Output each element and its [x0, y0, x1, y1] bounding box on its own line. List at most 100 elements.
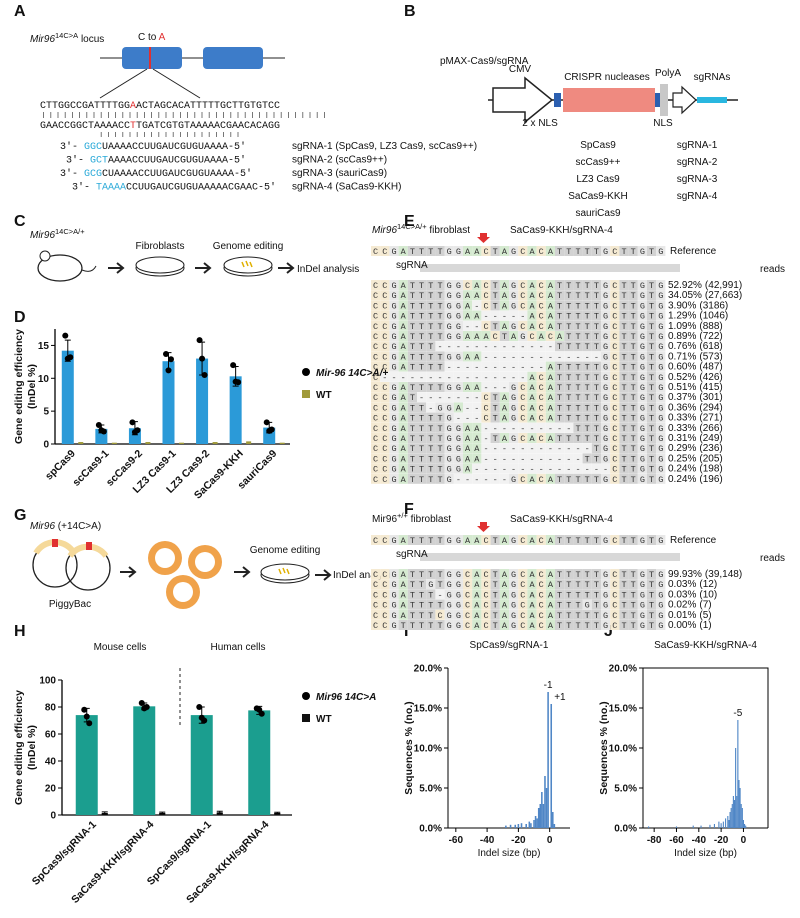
arrow [195, 262, 212, 274]
base: A [401, 363, 407, 373]
base: T [631, 475, 636, 485]
base: - [502, 352, 507, 362]
base-cell [518, 361, 528, 372]
base: G [658, 342, 663, 352]
base: A [401, 403, 407, 413]
data-point [235, 379, 242, 386]
base: A [465, 383, 471, 393]
base: C [612, 301, 617, 311]
base-cell [509, 569, 519, 579]
base-cell [582, 609, 592, 620]
base: T [566, 247, 571, 257]
base-cell [564, 341, 574, 352]
base-cell [472, 280, 482, 290]
base-cell [527, 331, 537, 341]
base: T [621, 444, 626, 454]
base: C [612, 475, 617, 485]
base: G [391, 332, 396, 342]
step-label: Genome editing [213, 241, 284, 252]
base: G [391, 247, 396, 257]
nls-box [655, 93, 660, 107]
base: T [566, 403, 571, 413]
base: T [493, 393, 498, 403]
base: A [529, 247, 535, 257]
base: C [373, 465, 378, 475]
base-cell [417, 609, 427, 620]
base-cell [389, 412, 399, 423]
base-cell [472, 453, 482, 464]
base: T [557, 601, 562, 611]
base: T [493, 414, 498, 424]
base-cell [398, 463, 408, 474]
bar [196, 358, 209, 444]
base-cell [463, 453, 473, 464]
base: T [419, 403, 424, 413]
base-cell [389, 392, 399, 403]
base-cell [582, 300, 592, 311]
base: T [649, 611, 654, 621]
base: T [594, 434, 599, 444]
base: T [575, 611, 580, 621]
base: T [437, 580, 442, 590]
base-cell [453, 599, 463, 610]
base-cell [610, 382, 620, 392]
base: T [428, 570, 433, 580]
base: C [539, 393, 544, 403]
base: C [520, 434, 525, 444]
base: A [529, 281, 535, 291]
sgrna-name: sgRNA-1 [677, 140, 718, 151]
base-cell [601, 402, 611, 413]
base-cell [564, 280, 574, 290]
base: G [603, 536, 608, 546]
base-cell [619, 392, 629, 403]
base: A [502, 301, 508, 311]
base-cell [407, 609, 417, 620]
base: G [456, 301, 461, 311]
base-cell [628, 412, 638, 423]
base: C [612, 281, 617, 291]
base: T [566, 601, 571, 611]
base: A [548, 403, 554, 413]
base-cell [444, 382, 454, 392]
base-cell [444, 609, 454, 620]
panel-letter: A [14, 3, 26, 20]
base: C [539, 373, 544, 383]
base-cell [656, 246, 666, 256]
base: A [502, 414, 508, 424]
base-cell [527, 392, 537, 403]
sgrna-sequence-part: TAAAA [96, 183, 126, 194]
base-cell [619, 569, 629, 579]
base-cell [389, 569, 399, 579]
base-cell [371, 412, 381, 423]
read-count-part: 0.01% [668, 610, 696, 621]
base: C [373, 312, 378, 322]
base: - [474, 465, 479, 475]
base: C [539, 570, 544, 580]
base: C [373, 332, 378, 342]
base: C [373, 570, 378, 580]
base: A [548, 281, 554, 291]
base: T [419, 590, 424, 600]
base-cell [601, 280, 611, 290]
base-cell [573, 620, 583, 630]
base: C [373, 414, 378, 424]
base: G [456, 570, 461, 580]
sgrna-sequence: 3'- GCGCUAAAACCUUGAUCGUGUAAAA-5' [60, 168, 252, 180]
base: G [391, 475, 396, 485]
base: T [557, 342, 562, 352]
histogram-bar [541, 792, 543, 828]
base-cell [610, 433, 620, 443]
base-cell [407, 453, 417, 464]
base-cell [481, 473, 491, 484]
base: T [428, 281, 433, 291]
genotype: Mir9614C>A/+ fibroblast [372, 222, 470, 236]
histogram-bar [692, 825, 694, 828]
top-strand-part: A [130, 101, 136, 112]
base: A [456, 403, 462, 413]
base-cell [619, 300, 629, 311]
data-point [100, 428, 107, 435]
base-cell [555, 402, 565, 413]
base-cell [481, 463, 491, 474]
base-cell [545, 589, 555, 600]
base: C [373, 373, 378, 383]
